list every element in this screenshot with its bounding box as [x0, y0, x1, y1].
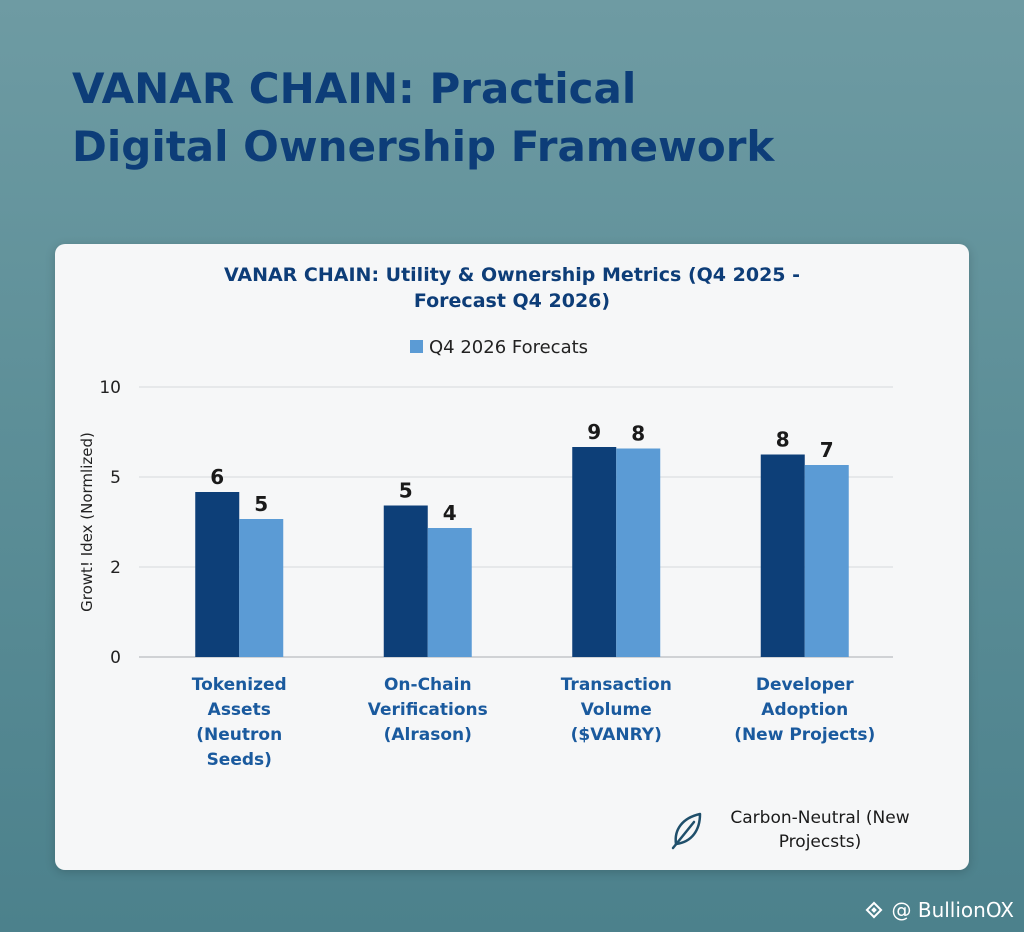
page-title: VANAR CHAIN: Practical Digital Ownership…	[72, 60, 774, 176]
watermark-text: @ BullionOX	[891, 898, 1015, 922]
carbon-neutral-line-2: Projecsts)	[778, 832, 862, 852]
y-tick-label: 5	[110, 468, 121, 488]
category-label: (Alrason)	[384, 725, 472, 745]
category-label: Verifications	[368, 700, 488, 720]
category-label: (New Projects)	[734, 725, 875, 745]
bar-value-label: 7	[820, 438, 834, 462]
bar-q4-2025	[383, 505, 428, 657]
category-label: Transaction	[561, 675, 672, 695]
bar-q4-2025	[572, 447, 617, 657]
legend-swatch	[410, 340, 423, 353]
bar-value-label: 5	[399, 479, 413, 503]
carbon-neutral-label: Carbon-Neutral (New Projecsts)	[712, 806, 928, 854]
bar-value-label: 6	[210, 465, 224, 489]
carbon-neutral-note: Carbon-Neutral (New Projecsts)	[670, 804, 960, 860]
bar-value-label: 9	[587, 420, 601, 444]
watermark: @ BullionOX	[862, 898, 1015, 922]
category-label: (Neutron	[196, 725, 282, 745]
category-label: Volume	[581, 700, 652, 720]
category-label: Developer	[756, 675, 854, 695]
bar-value-label: 5	[254, 492, 268, 516]
bar-q4-2026-forecast	[616, 448, 661, 657]
bar-q4-2025	[760, 454, 805, 657]
page-title-line-1: VANAR CHAIN: Practical	[72, 64, 637, 113]
carbon-neutral-line-1: Carbon-Neutral (New	[730, 808, 910, 828]
y-tick-label: 2	[110, 558, 121, 578]
bar-q4-2026-forecast	[427, 528, 472, 657]
category-label: On-Chain	[384, 675, 472, 695]
bar-value-label: 8	[776, 428, 790, 452]
chart-card: VANAR CHAIN: Utility & Ownership Metrics…	[55, 244, 969, 870]
binance-icon	[865, 901, 882, 919]
legend-label: Q4 2026 Forecats	[429, 337, 588, 358]
leaf-icon	[671, 812, 702, 850]
bar-q4-2026-forecast	[239, 519, 284, 657]
y-axis-label: Growt! Idex (Normlized)	[78, 432, 96, 612]
category-label: ($VANRY)	[571, 725, 662, 745]
category-label: Adoption	[761, 700, 848, 720]
y-tick-label: 0	[110, 648, 121, 668]
bar-chart: VANAR CHAIN: Utility & Ownership Metrics…	[78, 264, 893, 770]
category-label: Tokenized	[192, 675, 287, 695]
page-title-line-2: Digital Ownership Framework	[72, 122, 775, 171]
chart-title-line-1: VANAR CHAIN: Utility & Ownership Metrics…	[224, 264, 800, 286]
bar-q4-2025	[195, 492, 240, 657]
chart-title-line-2: Forecast Q4 2026)	[414, 290, 610, 312]
category-label: Assets	[208, 700, 271, 720]
bar-q4-2026-forecast	[804, 465, 849, 657]
bar-value-label: 8	[631, 422, 645, 446]
y-tick-label: 10	[99, 378, 121, 398]
bar-value-label: 4	[443, 501, 457, 525]
category-label: Seeds)	[207, 750, 272, 770]
